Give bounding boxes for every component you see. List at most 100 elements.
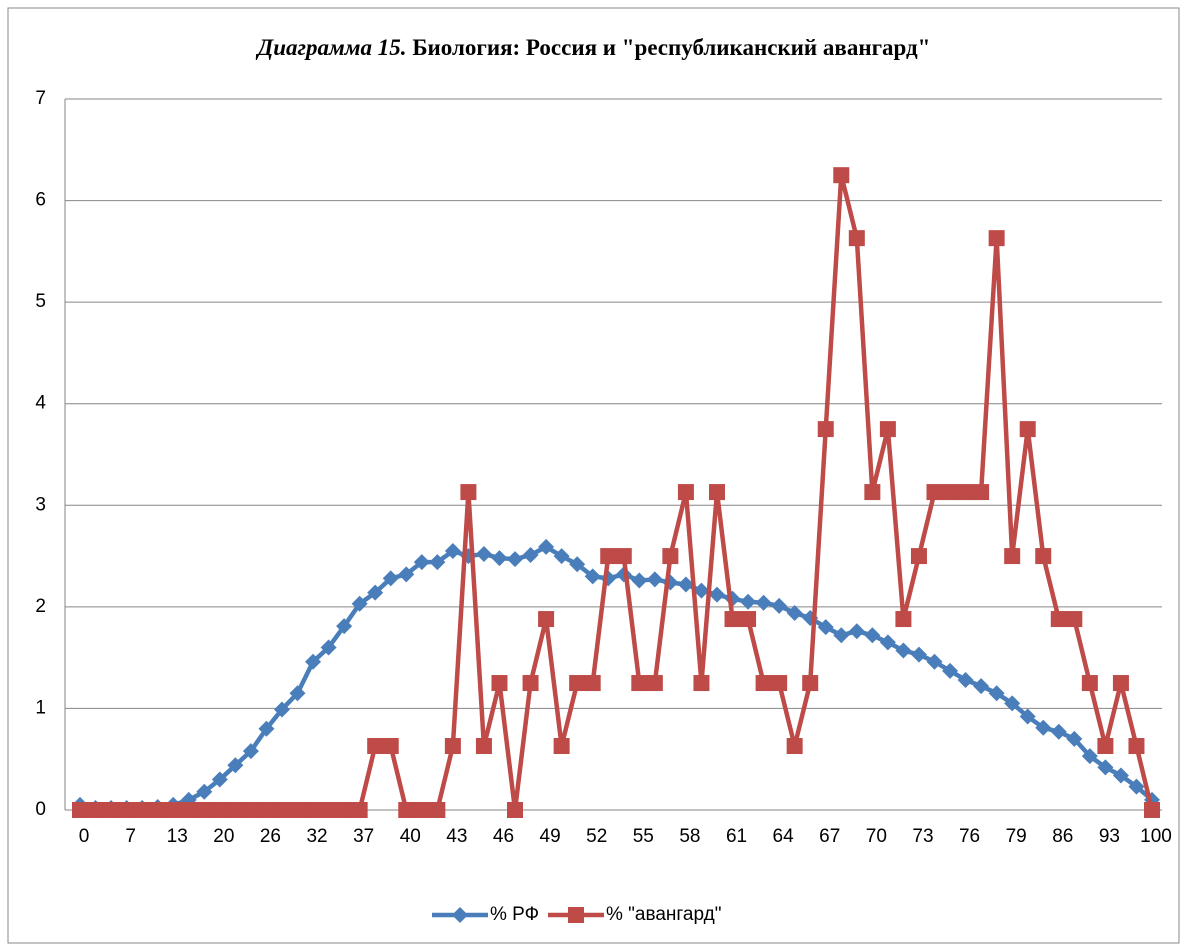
point <box>755 675 772 692</box>
point <box>957 671 974 688</box>
point <box>973 678 990 695</box>
y-tick-label: 3 <box>35 494 46 515</box>
y-tick-label: 4 <box>35 393 46 414</box>
point <box>1081 675 1098 692</box>
legend-label: % РФ <box>490 904 539 925</box>
x-tick-label: 93 <box>1099 826 1120 847</box>
y-tick-label: 6 <box>35 190 46 211</box>
legend-marker <box>452 907 468 923</box>
point <box>755 594 772 611</box>
x-tick-label: 49 <box>540 826 561 847</box>
point <box>1004 695 1021 712</box>
point <box>926 653 943 670</box>
point <box>460 484 477 501</box>
x-tick-label: 100 <box>1140 826 1172 847</box>
point <box>615 548 632 565</box>
legend-marker <box>568 907 584 923</box>
point <box>1144 802 1160 818</box>
point <box>429 802 446 818</box>
point <box>693 675 710 692</box>
point <box>1112 767 1129 784</box>
point <box>87 802 104 818</box>
y-tick-label: 5 <box>35 291 46 312</box>
point <box>553 548 570 565</box>
point <box>289 685 306 702</box>
x-tick-label: 67 <box>819 826 840 847</box>
point <box>367 584 384 601</box>
x-tick-label: 26 <box>260 826 281 847</box>
point <box>817 619 834 636</box>
point <box>740 611 757 628</box>
point <box>1066 611 1083 628</box>
x-tick-label: 73 <box>912 826 933 847</box>
point <box>942 484 959 501</box>
point <box>879 421 896 438</box>
point <box>273 701 290 718</box>
point <box>382 738 399 755</box>
title-italic: Диаграмма 15. <box>256 35 407 60</box>
point <box>103 802 120 818</box>
point <box>1019 421 1036 438</box>
x-tick-label: 61 <box>726 826 747 847</box>
point <box>988 685 1005 702</box>
point <box>289 802 306 818</box>
point <box>242 743 259 760</box>
point <box>910 646 927 663</box>
title-text: Биология: Россия и "республиканский аван… <box>407 35 931 60</box>
point <box>1050 611 1067 628</box>
y-tick-label: 2 <box>35 596 46 617</box>
x-tick-label: 64 <box>773 826 795 847</box>
point <box>413 554 430 571</box>
point <box>553 738 570 755</box>
x-tick-label: 52 <box>586 826 607 847</box>
x-tick-label: 43 <box>446 826 467 847</box>
point <box>211 802 228 818</box>
point <box>973 484 990 501</box>
point <box>538 611 555 628</box>
point <box>677 576 694 593</box>
point <box>522 675 539 692</box>
x-tick-label: 46 <box>493 826 514 847</box>
point <box>910 548 927 565</box>
point <box>242 802 259 818</box>
y-tick-label: 0 <box>35 799 46 820</box>
point <box>771 675 788 692</box>
point <box>631 675 648 692</box>
point <box>584 568 601 585</box>
point <box>382 570 399 587</box>
point <box>491 675 508 692</box>
point <box>538 538 555 555</box>
point <box>1019 708 1036 725</box>
point <box>600 548 617 565</box>
point <box>833 167 850 184</box>
point <box>1066 730 1083 747</box>
x-tick-label: 76 <box>959 826 980 847</box>
x-tick-label: 37 <box>353 826 374 847</box>
point <box>149 802 166 818</box>
point <box>724 611 741 628</box>
point <box>273 802 290 818</box>
point <box>693 582 710 599</box>
point <box>134 802 151 818</box>
point <box>305 653 322 670</box>
point <box>864 627 881 644</box>
point <box>320 639 337 656</box>
point <box>646 675 663 692</box>
x-tick-label: 86 <box>1052 826 1073 847</box>
point <box>444 738 461 755</box>
point <box>1035 719 1052 736</box>
x-tick-label: 20 <box>213 826 234 847</box>
legend-label: % "авангард" <box>606 904 721 925</box>
y-tick-label: 7 <box>35 88 46 109</box>
point <box>118 802 135 818</box>
point <box>475 546 492 563</box>
point <box>336 802 353 818</box>
point <box>1128 738 1145 755</box>
x-tick-label: 79 <box>1006 826 1027 847</box>
x-tick-label: 32 <box>306 826 327 847</box>
point <box>895 611 912 628</box>
point <box>522 547 539 564</box>
x-tick-label: 55 <box>633 826 654 847</box>
point <box>1097 759 1114 776</box>
